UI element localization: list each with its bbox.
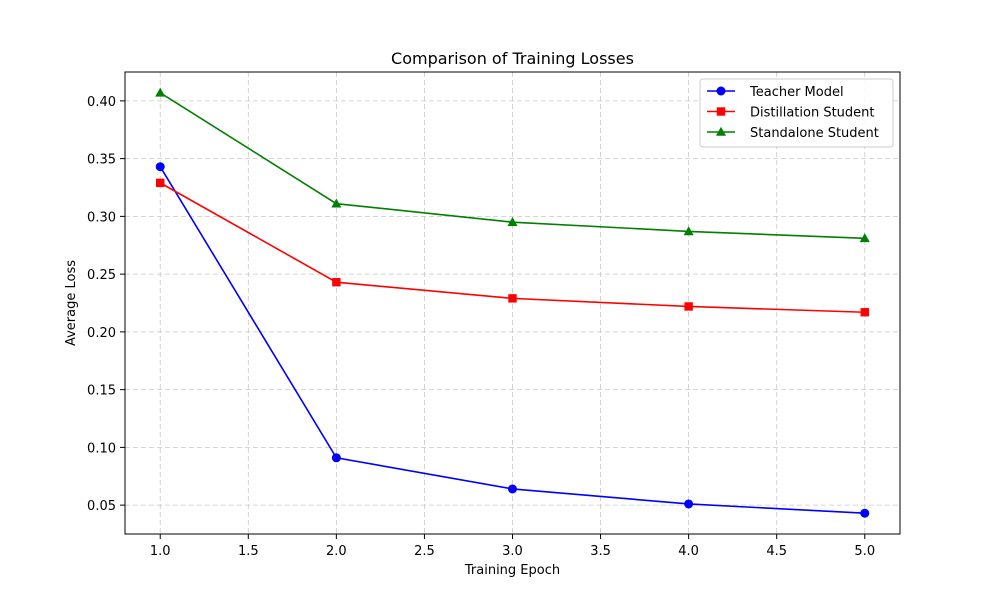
legend: Teacher Model Distillation Student Standal… — [699, 78, 894, 148]
data-point-teacher-model — [860, 508, 870, 518]
y-tick-label: 0.20 — [87, 326, 116, 341]
data-point-teacher-model — [508, 484, 517, 494]
plot-area-frame — [124, 71, 901, 535]
x-tick-label: 2.5 — [414, 544, 435, 559]
series-standalone-student — [155, 87, 870, 243]
data-point-standalone-student — [859, 233, 870, 243]
series-teacher-model — [155, 162, 870, 518]
y-tick-label: 0.40 — [87, 95, 116, 110]
x-tick-label: 5.0 — [854, 544, 875, 559]
data-point-standalone-student — [155, 87, 166, 97]
data-point-teacher-model — [684, 499, 694, 509]
y-tick-label: 0.15 — [87, 384, 116, 399]
data-point-distillation-student — [508, 294, 517, 303]
series-group — [155, 87, 870, 518]
data-point-distillation-student — [684, 302, 693, 311]
legend-label-teacher-model: Teacher Model — [749, 85, 844, 100]
legend-box — [699, 78, 894, 148]
x-tick-label: 1.5 — [238, 544, 259, 559]
data-point-standalone-student — [331, 198, 342, 208]
x-tick-label: 3.0 — [502, 544, 523, 559]
data-point-standalone-student — [683, 226, 694, 236]
x-axis-label: Training Epoch — [464, 563, 560, 578]
y-axis-label: Average Loss — [64, 260, 79, 346]
data-point-teacher-model — [331, 453, 341, 463]
data-point-standalone-student — [507, 216, 518, 226]
legend-label-standalone-student: Standalone Student — [750, 126, 879, 141]
data-point-distillation-student — [332, 278, 341, 287]
data-point-teacher-model — [155, 162, 165, 172]
x-tick-label: 4.5 — [766, 544, 787, 559]
data-point-distillation-student — [860, 308, 869, 317]
legend-marker-distillation-student — [716, 107, 726, 116]
y-tick-label: 0.05 — [87, 499, 116, 514]
y-tick-label: 0.35 — [87, 153, 116, 168]
x-tick-label: 1.0 — [150, 544, 171, 559]
grid — [125, 72, 900, 534]
data-point-distillation-student — [156, 178, 165, 188]
y-tick-label: 0.30 — [87, 210, 116, 225]
y-tick-label: 0.10 — [87, 441, 116, 456]
axis-ticks: 1.0 1.5 2.0 2.5 3.0 3.5 4.0 4.5 5.0 0.05 0.10 0.15 0… — [87, 95, 875, 559]
x-tick-label: 3.5 — [590, 544, 611, 559]
legend-label-distillation-student: Distillation Student — [750, 106, 875, 121]
series-distillation-student — [156, 178, 869, 317]
y-tick-label: 0.25 — [87, 268, 116, 283]
x-tick-label: 4.0 — [678, 544, 699, 559]
x-tick-label: 2.0 — [326, 544, 347, 559]
legend-marker-standalone-student — [716, 126, 726, 136]
legend-marker-teacher-model — [716, 86, 726, 96]
chart-title: Comparison of Training Losses — [391, 49, 634, 68]
